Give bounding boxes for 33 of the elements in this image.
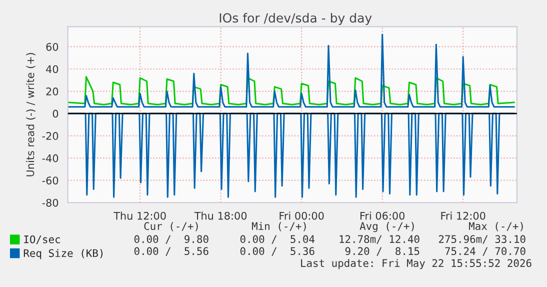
text: Cur (-/+) bbox=[144, 222, 198, 232]
text: Last update: Fri May 22 15:55:52 2026 bbox=[301, 258, 532, 270]
text: 0.00 / 5.04 bbox=[240, 235, 315, 244]
x-tick-label: Fri 00:00 bbox=[280, 212, 324, 220]
text: 0.00 / 5.56 bbox=[134, 247, 208, 256]
text: 275.96m/ 33.10 bbox=[438, 235, 526, 244]
x-tick-label: Fri 06:00 bbox=[360, 212, 405, 220]
legend-label: IO/sec bbox=[24, 235, 60, 244]
chart-title: IOs for /dev/sda - by day bbox=[220, 12, 372, 26]
text: 12.78m/ 12.40 bbox=[340, 235, 420, 244]
line-series bbox=[68, 76, 515, 106]
text: 0.00 / 9.80 bbox=[134, 235, 208, 244]
legend-label: Req Size (KB) bbox=[24, 249, 103, 260]
text: 0.00 / 5.36 bbox=[240, 247, 314, 256]
y-tick-label: -40 bbox=[42, 154, 58, 162]
y-axis-title: Units read (-) / write (+) bbox=[26, 53, 36, 176]
y-tick-label: -80 bbox=[42, 198, 58, 207]
text: Min (-/+) bbox=[252, 222, 306, 232]
line-series bbox=[68, 34, 515, 108]
y-tick-label: 0 bbox=[52, 110, 58, 118]
text: 75.24 / 70.70 bbox=[445, 247, 526, 256]
y-tick-label: -20 bbox=[42, 132, 58, 140]
line-series bbox=[68, 112, 515, 198]
x-tick-label: Fri 12:00 bbox=[441, 212, 486, 220]
y-tick-label: -60 bbox=[42, 176, 58, 184]
y-tick-label: 60 bbox=[46, 42, 58, 51]
text: Avg (-/+) bbox=[360, 222, 414, 232]
x-tick-label: Thu 18:00 bbox=[194, 212, 247, 220]
y-tick-label: 40 bbox=[46, 65, 58, 74]
x-tick-label: Thu 12:00 bbox=[114, 212, 166, 220]
y-tick-label: 20 bbox=[46, 88, 58, 96]
text: 9.20 / 8.15 bbox=[345, 247, 420, 256]
text: Max (-/+) bbox=[468, 222, 523, 232]
